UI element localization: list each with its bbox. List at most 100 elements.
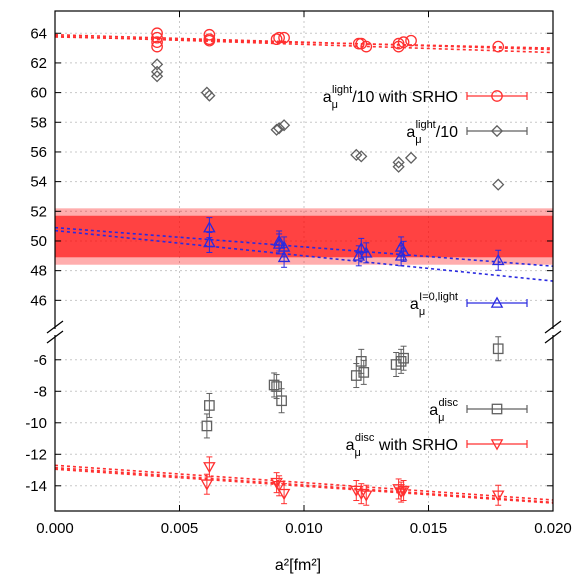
point-disc [204, 400, 215, 411]
x-tick-label: 0.015 [410, 520, 448, 537]
legend-marker-light [490, 124, 504, 138]
x-axis-label: a²[fm²] [275, 557, 321, 574]
point-light [404, 151, 418, 165]
plot-frame [54, 10, 554, 512]
x-tick-label: 0.005 [161, 520, 199, 537]
point-srho [151, 40, 163, 53]
axis-break-gap [47, 329, 561, 335]
axis-break-mark [544, 320, 562, 334]
point-disc_srho [491, 490, 505, 502]
point-srho [151, 31, 163, 44]
point-srho [397, 36, 410, 49]
x-tick-label: 0.010 [285, 520, 323, 537]
legend-label-srho: aμlight/10 with SRHO [323, 84, 458, 111]
axis-break-mark [544, 330, 562, 344]
point-srho [405, 34, 417, 47]
point-i0 [359, 246, 373, 258]
point-i0 [203, 235, 216, 248]
axes [46, 10, 562, 512]
fit-line-srho [54, 35, 554, 54]
point-srho [270, 33, 283, 46]
y-tick-label-top: 58 [30, 114, 47, 131]
point-srho [273, 31, 285, 44]
point-disc [271, 381, 282, 392]
band-layer [55, 208, 553, 265]
y-tick-label-top: 54 [30, 174, 47, 191]
fit-lines [54, 33, 554, 504]
point-disc [201, 420, 213, 432]
error-band-inner [55, 215, 553, 258]
fit-line-disc_srho [54, 468, 554, 504]
legend-marker-i0 [490, 296, 504, 308]
point-light [350, 148, 363, 162]
point-i0 [203, 221, 216, 233]
point-light [270, 123, 283, 136]
point-srho [203, 28, 216, 41]
point-light [150, 65, 164, 78]
point-disc_srho [200, 479, 214, 491]
point-disc [395, 356, 407, 367]
point-disc [355, 356, 367, 367]
fit-line-disc_srho [54, 464, 554, 501]
axis-break-mark [46, 330, 64, 344]
point-i0 [277, 240, 291, 252]
y-tick-label-top: 64 [30, 25, 47, 42]
point-light [277, 119, 291, 132]
point-srho [151, 36, 163, 49]
point-light [392, 160, 405, 173]
y-tick-label-top: 48 [30, 263, 47, 280]
point-disc [276, 395, 287, 407]
point-i0 [491, 253, 505, 266]
y-tick-label-top: 62 [30, 55, 47, 72]
legend-label-i0: aμI=0,light [410, 291, 458, 318]
point-disc_srho [397, 485, 410, 498]
data-points [150, 27, 505, 506]
point-srho [392, 37, 405, 50]
legend-marker-srho [491, 90, 503, 102]
legend-marker-disc_srho [490, 439, 504, 451]
gridlines [55, 11, 553, 511]
point-srho [360, 40, 373, 53]
point-light [203, 89, 216, 102]
x-tick-label: 0.000 [36, 520, 74, 537]
point-i0 [354, 241, 368, 254]
legend-label-light: aμlight/10 [406, 119, 458, 146]
point-light [150, 58, 164, 71]
y-tick-label-top: 50 [30, 233, 47, 250]
point-light [492, 178, 505, 191]
legend-label-disc: aμdisc [429, 397, 458, 424]
point-disc [358, 367, 370, 378]
point-disc [350, 370, 362, 381]
point-srho [278, 31, 290, 44]
fit-line-srho [54, 33, 554, 51]
point-light [355, 150, 368, 163]
legend-label-disc_srho: aμdisc with SRHO [346, 432, 458, 459]
y-tick-label-bottom: -8 [34, 383, 47, 400]
point-srho [492, 40, 505, 53]
point-disc_srho [354, 488, 368, 501]
point-srho [203, 34, 216, 47]
point-disc_srho [272, 480, 286, 493]
legend: aμlight/10 with SRHO aμlight/10 aμI=0,ligh… [323, 84, 528, 459]
y-tick-label-top: 52 [30, 203, 47, 220]
point-light [272, 122, 286, 135]
tick-labels: 0.000 0.005 0.010 0.015 0.020 46 48 50 52 54 56 58 6… [25, 25, 571, 537]
y-tick-label-top: 60 [30, 85, 47, 102]
fit-line-disc_srho [54, 466, 554, 504]
fit-line-i0 [54, 226, 554, 267]
point-i0 [397, 244, 410, 257]
point-i0 [272, 237, 286, 249]
axis-break-mark [46, 320, 64, 334]
legend-marker-disc [491, 403, 503, 415]
y-tick-label-bottom: -10 [25, 415, 47, 432]
point-light [392, 156, 405, 169]
point-disc [268, 379, 280, 391]
point-disc_srho [203, 462, 216, 474]
point-srho [151, 27, 163, 40]
y-tick-label-top: 46 [30, 292, 47, 309]
x-tick-label: 0.020 [534, 520, 572, 537]
point-disc_srho [277, 488, 291, 501]
y-tick-label-bottom: -14 [25, 478, 47, 495]
y-tick-label-bottom: -6 [34, 352, 47, 369]
